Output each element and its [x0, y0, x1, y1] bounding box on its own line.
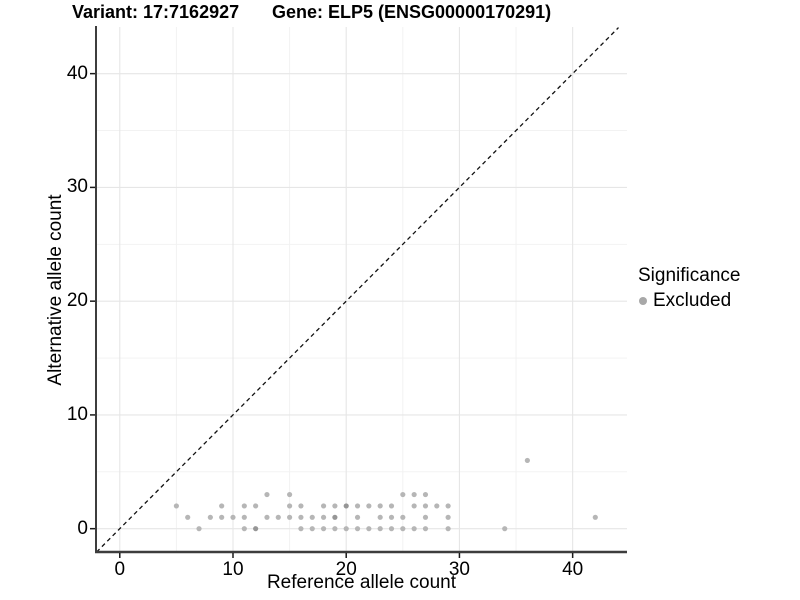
data-point: [219, 503, 225, 509]
data-point: [445, 526, 451, 532]
data-point: [377, 526, 383, 532]
data-point: [343, 503, 349, 509]
y-tick-label: 30: [66, 176, 88, 198]
data-point: [422, 491, 429, 498]
data-point: [400, 514, 406, 520]
data-point: [309, 526, 315, 532]
data-point: [354, 526, 361, 532]
legend: Significance Excluded: [638, 265, 740, 311]
data-point: [241, 514, 247, 520]
x-tick-label: 30: [448, 559, 470, 580]
data-point: [173, 503, 179, 509]
data-point: [309, 514, 315, 520]
data-point: [219, 514, 225, 520]
x-axis-title: Reference allele count: [266, 572, 457, 593]
data-point: [411, 526, 417, 532]
plot-title-gene: Gene: ELP5 (ENSG00000170291): [272, 2, 552, 22]
data-point: [332, 526, 338, 532]
data-point: [253, 526, 259, 532]
data-point: [298, 514, 304, 520]
data-point: [275, 514, 281, 520]
y-tick-label: 20: [66, 290, 88, 312]
data-point: [400, 526, 406, 532]
data-point: [185, 514, 191, 520]
y-tick-label: 10: [66, 403, 88, 425]
data-point: [320, 503, 327, 509]
data-point: [298, 526, 304, 532]
data-point: [377, 503, 383, 509]
data-point: [388, 526, 395, 532]
data-point: [320, 526, 327, 532]
data-point: [287, 503, 293, 509]
y-tick-label: 0: [77, 517, 88, 539]
data-point: [434, 503, 440, 509]
data-point: [422, 503, 429, 509]
data-point: [332, 503, 338, 509]
data-point: [422, 514, 429, 520]
data-point: [354, 503, 361, 509]
data-point: [422, 526, 429, 532]
data-point: [366, 503, 372, 509]
x-tick-label: 20: [335, 559, 357, 580]
data-point: [264, 491, 270, 498]
data-point: [241, 503, 247, 509]
x-tick-label: 0: [114, 559, 126, 580]
y-tick-label: 40: [66, 62, 88, 84]
data-point: [445, 503, 451, 509]
data-point: [400, 491, 406, 498]
data-point: [298, 503, 304, 509]
legend-title: Significance: [638, 265, 741, 286]
data-point: [343, 526, 349, 532]
data-point: [264, 514, 270, 520]
data-point: [332, 514, 338, 520]
data-point: [445, 514, 451, 520]
identity-line: [96, 27, 619, 553]
data-point: [592, 514, 598, 520]
legend-item-excluded: Excluded: [638, 290, 740, 311]
data-point: [377, 514, 383, 520]
data-point: [388, 514, 395, 520]
data-point: [253, 503, 259, 509]
data-point: [502, 526, 508, 532]
data-point: [287, 514, 293, 520]
data-point: [411, 503, 417, 509]
data-point: [241, 526, 247, 532]
data-point: [388, 503, 395, 509]
data-point: [366, 526, 372, 532]
legend-point-icon: [639, 296, 647, 305]
data-point: [524, 457, 530, 464]
data-point: [230, 514, 236, 520]
data-point: [287, 491, 293, 498]
x-tick-label: 40: [562, 559, 584, 580]
data-point: [207, 514, 213, 520]
data-point: [354, 514, 361, 520]
data-point: [320, 514, 327, 520]
data-point: [411, 491, 417, 498]
x-tick-label: 10: [222, 559, 244, 580]
data-point: [196, 526, 202, 532]
legend-item-label: Excluded: [653, 290, 732, 311]
plot-title-variant: Variant: 17:7162927: [72, 2, 240, 22]
